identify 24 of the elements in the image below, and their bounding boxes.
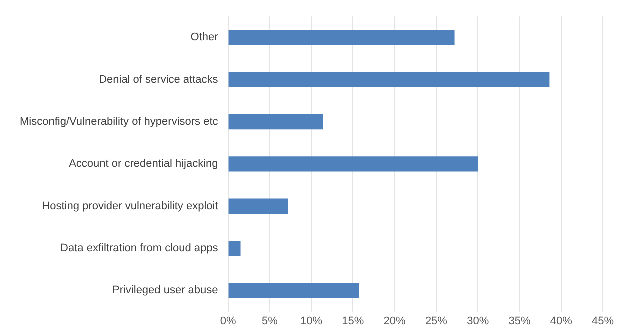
x-tick-label: 20% [384,315,406,328]
bar [228,240,241,256]
x-tick-label: 45% [592,315,614,328]
x-tick-label: 25% [425,315,448,328]
x-tick-label: 15% [342,315,364,328]
x-tick-label: 35% [508,315,531,328]
x-tick-label: 10% [300,315,323,328]
y-tick-label: Data exfiltration from cloud apps [60,242,219,255]
y-tick-label: Privileged user abuse [112,284,218,297]
x-tick-label: 40% [550,315,573,328]
bar [228,30,455,46]
x-tick-label: 5% [262,315,278,328]
x-tick-label: 30% [467,315,490,328]
y-tick-label: Hosting provider vulnerability exploit [42,200,218,212]
bar [228,156,478,172]
y-tick-label: Account or credential hijacking [69,158,218,170]
y-tick-label: Other [190,32,219,44]
bar [228,114,324,130]
y-tick-label: Denial of service attacks [99,74,219,86]
bar [228,283,360,298]
x-tick-label: 0% [220,315,236,328]
y-tick-label: Misconfig/Vulnerability of hypervisors etc [20,116,219,128]
bar [228,198,288,214]
bar [228,72,550,88]
